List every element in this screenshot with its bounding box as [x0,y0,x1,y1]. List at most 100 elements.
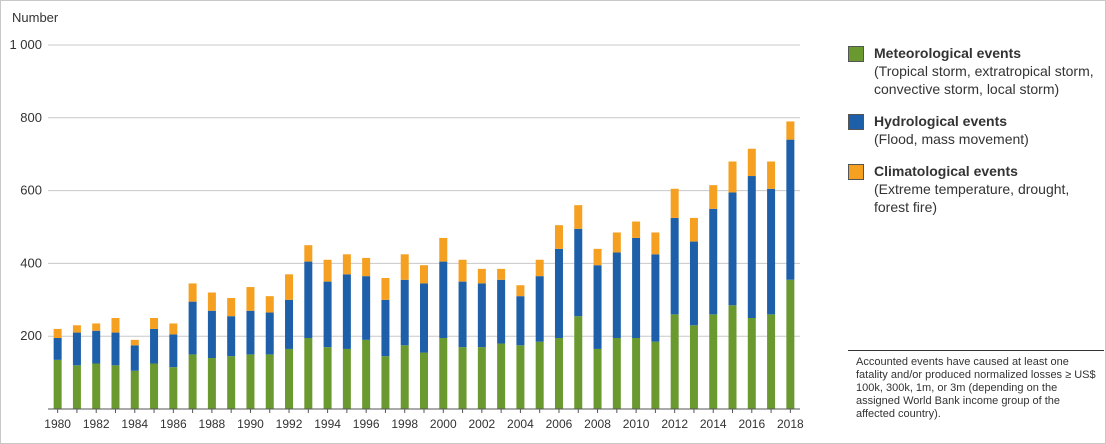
bar-meteorological-1999 [420,352,428,409]
x-tick-label: 1988 [199,417,226,431]
x-tick-label: 2018 [777,417,804,431]
bar-hydrological-2018 [786,139,795,280]
bar-climatological-1985 [150,318,159,329]
bar-meteorological-2013 [689,325,698,409]
bar-climatological-2006 [554,225,563,249]
y-tick-label: 800 [20,110,42,125]
bar-hydrological-1984 [130,345,139,371]
bar-climatological-2004 [516,285,525,297]
bar-climatological-2011 [651,232,660,255]
x-tick-label: 2012 [661,417,688,431]
bar-climatological-2014 [709,185,718,209]
bar-climatological-1987 [188,283,197,302]
legend-label: Meteorological events [874,45,1022,61]
bar-meteorological-2008 [593,348,602,409]
bar-hydrological-1990 [246,310,255,355]
bar-meteorological-2014 [709,314,718,409]
bar-meteorological-1994 [323,347,332,409]
legend-label: Hydrological events [874,113,1008,129]
legend-item-hydrological: Hydrological events (Flood, mass movemen… [848,112,1098,148]
bar-climatological-1989 [227,297,236,317]
legend-description: (Tropical storm, extratropical storm, co… [874,63,1094,97]
bar-climatological-2003 [497,268,506,280]
bar-meteorological-1982 [92,363,101,409]
legend-description: (Extreme temperature, drought, forest fi… [874,181,1070,215]
bar-hydrological-1981 [72,332,81,366]
bar-climatological-1994 [323,259,332,282]
bar-hydrological-1991 [265,312,274,355]
y-tick-label: 600 [20,183,42,198]
bar-climatological-1991 [265,296,274,313]
legend-label: Climatological events [874,163,1018,179]
bar-climatological-2005 [535,259,544,277]
bar-climatological-1982 [92,323,101,331]
bar-hydrological-1993 [304,261,313,339]
bar-meteorological-1981 [72,365,81,409]
x-tick-label: 1984 [121,417,148,431]
bar-climatological-1984 [130,339,139,346]
bar-meteorological-2005 [535,341,544,409]
bar-climatological-1997 [381,277,390,300]
bar-hydrological-2010 [632,237,641,339]
bar-climatological-1999 [420,265,428,284]
bar-meteorological-1983 [111,365,120,409]
y-tick-label: 1 000 [9,37,42,52]
bar-meteorological-1988 [207,358,216,409]
bar-hydrological-1998 [400,279,409,346]
bar-hydrological-1995 [342,274,351,349]
x-tick-label: 2006 [546,417,573,431]
bar-hydrological-2012 [670,217,679,315]
bar-meteorological-2002 [477,347,486,409]
x-tick-label: 2000 [430,417,457,431]
x-tick-label: 1986 [160,417,187,431]
legend-item-meteorological: Meteorological events (Tropical storm, e… [848,44,1098,98]
bar-hydrological-1980 [53,338,62,360]
legend-swatch-hydrological [848,114,864,130]
x-tick-label: 2010 [623,417,650,431]
bar-hydrological-1996 [362,276,371,340]
bar-climatological-1992 [285,274,294,300]
bar-meteorological-2018 [786,279,795,409]
x-tick-label: 1992 [276,417,303,431]
x-tick-label: 1996 [353,417,380,431]
bar-climatological-2001 [458,259,467,282]
bar-climatological-1986 [169,323,178,335]
bar-meteorological-1985 [150,363,159,409]
bar-meteorological-1997 [381,356,390,409]
bar-hydrological-2001 [458,281,467,348]
footnote-divider [848,350,1104,351]
bar-meteorological-2006 [554,338,563,409]
bar-meteorological-1980 [53,359,62,409]
axes: 200 400 600 800 1 000 1980 1982 1984 1986 1988 199… [9,37,804,431]
bar-hydrological-1989 [227,316,236,357]
bar-climatological-1995 [342,254,351,275]
bar-climatological-2008 [593,248,602,266]
bar-hydrological-1986 [169,334,178,368]
x-tick-label: 2002 [468,417,495,431]
bar-climatological-1980 [53,328,62,339]
legend-swatch-climatological [848,164,864,180]
bar-meteorological-2017 [767,314,776,409]
bar-meteorological-2009 [612,338,621,409]
footnote: Accounted events have caused at least on… [856,356,1096,420]
bar-meteorological-2003 [497,343,506,409]
bar-meteorological-2015 [728,305,737,409]
bar-climatological-1990 [246,287,255,311]
bar-meteorological-1989 [227,356,236,409]
bar-climatological-2002 [477,268,486,284]
x-tick-label: 2016 [738,417,765,431]
bar-hydrological-2006 [554,248,563,339]
bar-hydrological-1992 [285,299,294,349]
x-tick-label: 2004 [507,417,534,431]
bar-hydrological-2007 [574,228,583,317]
bar-climatological-2015 [728,161,737,193]
bar-meteorological-2016 [747,318,756,409]
bar-hydrological-2017 [767,188,776,315]
bar-meteorological-1984 [130,370,139,409]
bar-hydrological-2002 [477,283,486,348]
bar-meteorological-1995 [342,348,351,409]
bar-climatological-2010 [632,221,641,238]
bar-hydrological-1999 [420,283,428,353]
bar-climatological-2017 [767,161,776,189]
bar-climatological-2007 [574,205,583,229]
